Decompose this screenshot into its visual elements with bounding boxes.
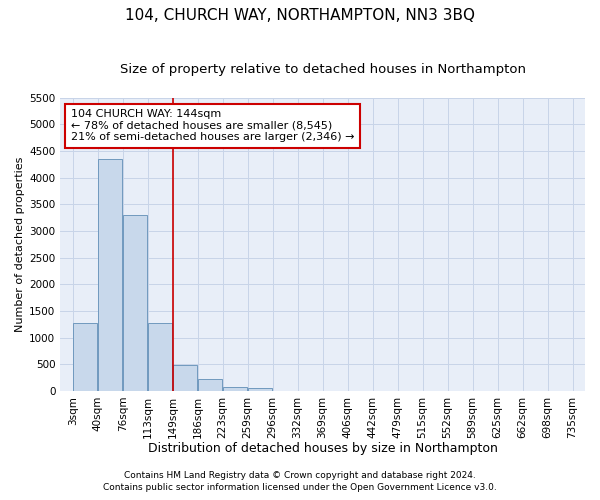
Y-axis label: Number of detached properties: Number of detached properties: [15, 156, 25, 332]
Bar: [173, 365, 197, 391]
X-axis label: Distribution of detached houses by size in Northampton: Distribution of detached houses by size …: [148, 442, 497, 455]
Bar: [73, 323, 97, 391]
Text: 104, CHURCH WAY, NORTHAMPTON, NN3 3BQ: 104, CHURCH WAY, NORTHAMPTON, NN3 3BQ: [125, 8, 475, 22]
Bar: [199, 379, 222, 391]
Bar: [248, 388, 272, 391]
Bar: [223, 386, 247, 391]
Bar: [98, 159, 122, 391]
Bar: [148, 323, 172, 391]
Text: Contains HM Land Registry data © Crown copyright and database right 2024.
Contai: Contains HM Land Registry data © Crown c…: [103, 471, 497, 492]
Bar: [124, 215, 147, 391]
Text: 104 CHURCH WAY: 144sqm
← 78% of detached houses are smaller (8,545)
21% of semi-: 104 CHURCH WAY: 144sqm ← 78% of detached…: [71, 109, 354, 142]
Title: Size of property relative to detached houses in Northampton: Size of property relative to detached ho…: [119, 62, 526, 76]
